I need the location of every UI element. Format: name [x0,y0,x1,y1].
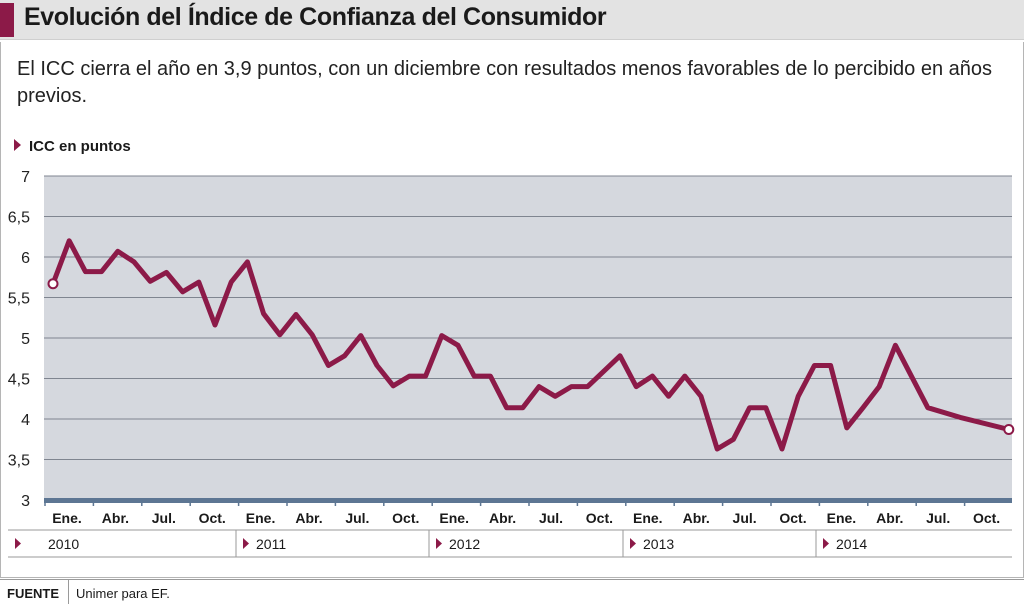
x-axis-line [44,498,1012,503]
year-arrow-icon [243,538,249,549]
x-tick-label: Ene. [633,510,663,526]
y-tick-label: 3,5 [8,453,30,470]
year-arrow-icon [436,538,442,549]
ylabel-arrow-icon [14,139,21,151]
y-tick-label: 6 [21,250,30,267]
icc-series-line [50,238,1012,452]
year-label: 2011 [256,536,286,552]
chart-title: Evolución del Índice de Confianza del Co… [24,3,607,31]
year-arrow-icon [15,538,21,549]
x-tick-label: Ene. [827,510,857,526]
x-tick-label: Oct. [973,510,1000,526]
x-tick-label: Jul. [345,510,369,526]
x-tick-label: Abr. [102,510,129,526]
x-tick-label: Jul. [539,510,563,526]
y-tick-label: 6,5 [8,210,30,227]
x-tick-label: Jul. [926,510,950,526]
x-tick-label: Jul. [733,510,757,526]
line-chart: ICC en puntos 7 6,5 6 5,5 5 4,5 4 3,5 3 Ene. Abr. Ju… [8,138,1015,558]
y-tick-label: 5,5 [8,291,30,308]
x-tick-label: Abr. [489,510,516,526]
y-tick-label: 7 [21,169,30,186]
year-label: 2012 [449,536,480,552]
footer: FUENTE Unimer para EF. [0,579,1024,604]
x-tick-label: Oct. [586,510,613,526]
source-label: FUENTE [7,586,59,601]
footer-divider [68,580,69,604]
year-label: 2013 [643,536,674,552]
x-tick-label: Oct. [199,510,226,526]
x-tick-label: Ene. [439,510,469,526]
year-label: 2014 [836,536,867,552]
y-tick-label: 4 [21,412,30,429]
x-tick-label: Abr. [295,510,322,526]
x-tick-label: Abr. [876,510,903,526]
y-tick-label: 5 [21,331,30,348]
y-tick-label: 3 [21,493,30,510]
x-tick-label: Abr. [683,510,710,526]
title-bar: Evolución del Índice de Confianza del Co… [0,0,1024,40]
x-tick-label: Ene. [246,510,276,526]
y-axis-title: ICC en puntos [29,138,131,155]
x-tick-label: Oct. [779,510,806,526]
chart-subtitle: El ICC cierra el año en 3,9 puntos, con … [17,58,993,107]
start-point-marker [47,278,59,290]
y-tick-label: 4,5 [8,372,30,389]
x-tick-label: Oct. [392,510,419,526]
year-label: 2010 [48,536,79,552]
end-point-marker [1003,424,1015,436]
x-tick-label: Jul. [152,510,176,526]
year-arrow-icon [630,538,636,549]
title-accent-bar [0,3,14,37]
source-text: Unimer para EF. [76,586,170,601]
x-tick-label: Ene. [52,510,82,526]
year-arrow-icon [823,538,829,549]
